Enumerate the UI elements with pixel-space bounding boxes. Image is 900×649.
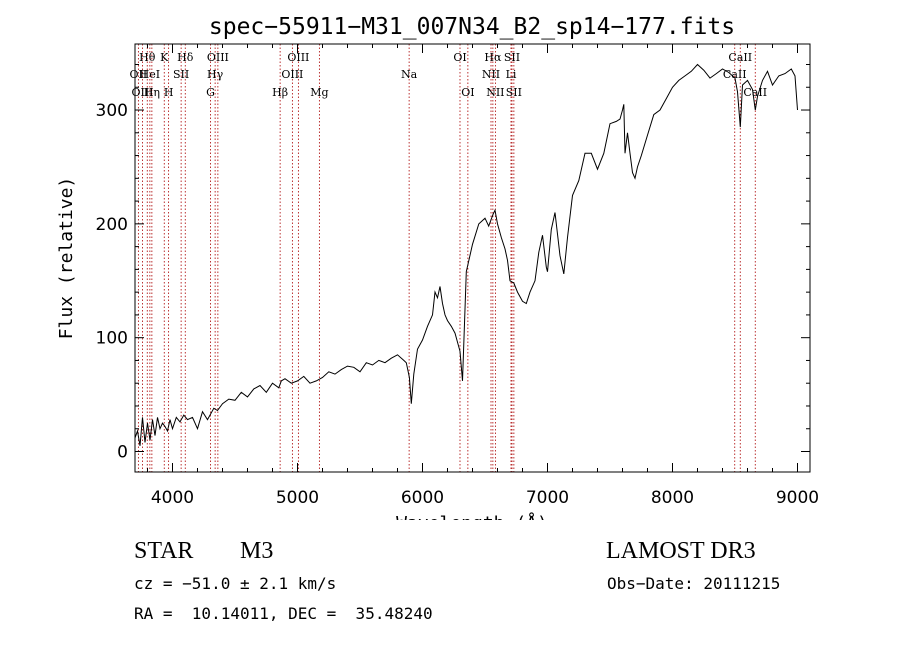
- line-label-20: NII: [482, 68, 500, 81]
- line-label-1: OII: [130, 68, 148, 81]
- line-label-11: G: [206, 86, 215, 99]
- y-tick-label: 300: [96, 101, 128, 121]
- line-label-4: HeI: [140, 68, 160, 81]
- line-label-6: H: [164, 86, 174, 99]
- plot-frame: [134, 43, 811, 473]
- y-tick-label: 0: [117, 443, 128, 463]
- line-label-12: Hβ: [272, 86, 288, 99]
- y-axis-label: Flux (relative): [56, 177, 77, 340]
- radial-velocity: cz = −51.0 ± 2.1 km/s: [134, 574, 337, 593]
- line-label-17: OI: [453, 51, 466, 64]
- object-class: STAR: [134, 538, 194, 564]
- y-tick-label: 200: [96, 215, 128, 235]
- line-label-19: Hα: [484, 51, 502, 64]
- line-label-26: CaII: [723, 68, 747, 81]
- line-label-22: SII: [504, 51, 520, 64]
- line-label-3: Hη: [144, 86, 160, 99]
- line-label-16: Na: [401, 68, 418, 81]
- emission-line-markers: [137, 44, 756, 472]
- line-label-5: K: [160, 51, 169, 64]
- line-label-25: CaII: [728, 51, 752, 64]
- chart-title: spec−55911−M31_007N34_B2_sp14−177.fits: [209, 14, 735, 40]
- spectrum-line: [134, 63, 798, 446]
- x-tick-label: 4000: [151, 488, 194, 508]
- survey-name: LAMOST DR3: [606, 538, 756, 564]
- spectrum-chart: spec−55911−M31_007N34_B2_sp14−177.fits H…: [56, 14, 819, 520]
- observation-date: Obs−Date: 20111215: [607, 574, 781, 593]
- y-axis: 0 100 200 300: [96, 63, 810, 463]
- line-label-13: OIII: [287, 51, 309, 64]
- x-tick-label: 5000: [276, 488, 319, 508]
- sky-coordinates: RA = 10.14011, DEC = 35.48240: [134, 604, 433, 623]
- line-label-14: OIII: [281, 68, 303, 81]
- line-label-8: Hδ: [177, 51, 194, 64]
- line-label-27: CaII: [743, 86, 767, 99]
- line-label-18: OI: [461, 86, 474, 99]
- line-label-7: SII: [173, 68, 189, 81]
- x-axis-label: Wavelength (Å): [396, 512, 548, 520]
- x-axis: 4000 5000 6000 7000 8000 9000: [147, 44, 819, 508]
- x-tick-label: 8000: [651, 488, 694, 508]
- line-label-10: Hγ: [207, 68, 224, 81]
- line-label-9: OIII: [207, 51, 229, 64]
- x-tick-label: 9000: [776, 488, 819, 508]
- object-subclass: M3: [240, 538, 274, 564]
- x-tick-label: 6000: [401, 488, 444, 508]
- line-label-21: NII: [486, 86, 504, 99]
- line-label-23: Li: [506, 68, 517, 81]
- x-tick-label: 7000: [526, 488, 569, 508]
- line-label-24: SII: [506, 86, 522, 99]
- line-label-2: OIII: [131, 86, 153, 99]
- line-label-0: Hθ: [139, 51, 156, 64]
- y-tick-label: 100: [96, 329, 128, 349]
- line-label-15: Mg: [310, 86, 328, 99]
